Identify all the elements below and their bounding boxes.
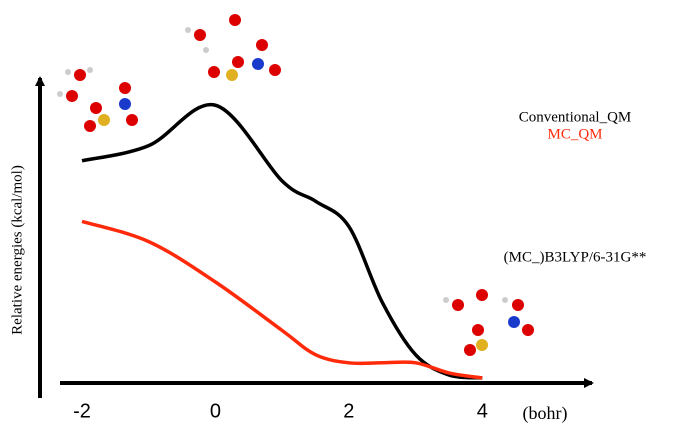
x-axis-label: (bohr) [523, 403, 568, 424]
x-tick-label: 2 [343, 400, 354, 422]
x-tick-label: -2 [73, 400, 91, 422]
legend-label: Conventional_QM [519, 109, 632, 125]
x-tick-label: 4 [477, 400, 488, 422]
chart: Relative energies (kcal/mol) (bohr) (MC_… [0, 0, 682, 428]
line [82, 221, 482, 378]
line [82, 105, 482, 378]
x-tick-label: 0 [210, 400, 221, 422]
legend-label: MC_QM [547, 126, 602, 142]
molecule-decoration [57, 14, 534, 356]
annotation: (MC_)B3LYP/6-31G** [504, 249, 647, 265]
page: {"chart_data": {"type": "line", "x_label… [0, 0, 682, 428]
y-axis-label: Relative energies (kcal/mol) [9, 165, 25, 335]
